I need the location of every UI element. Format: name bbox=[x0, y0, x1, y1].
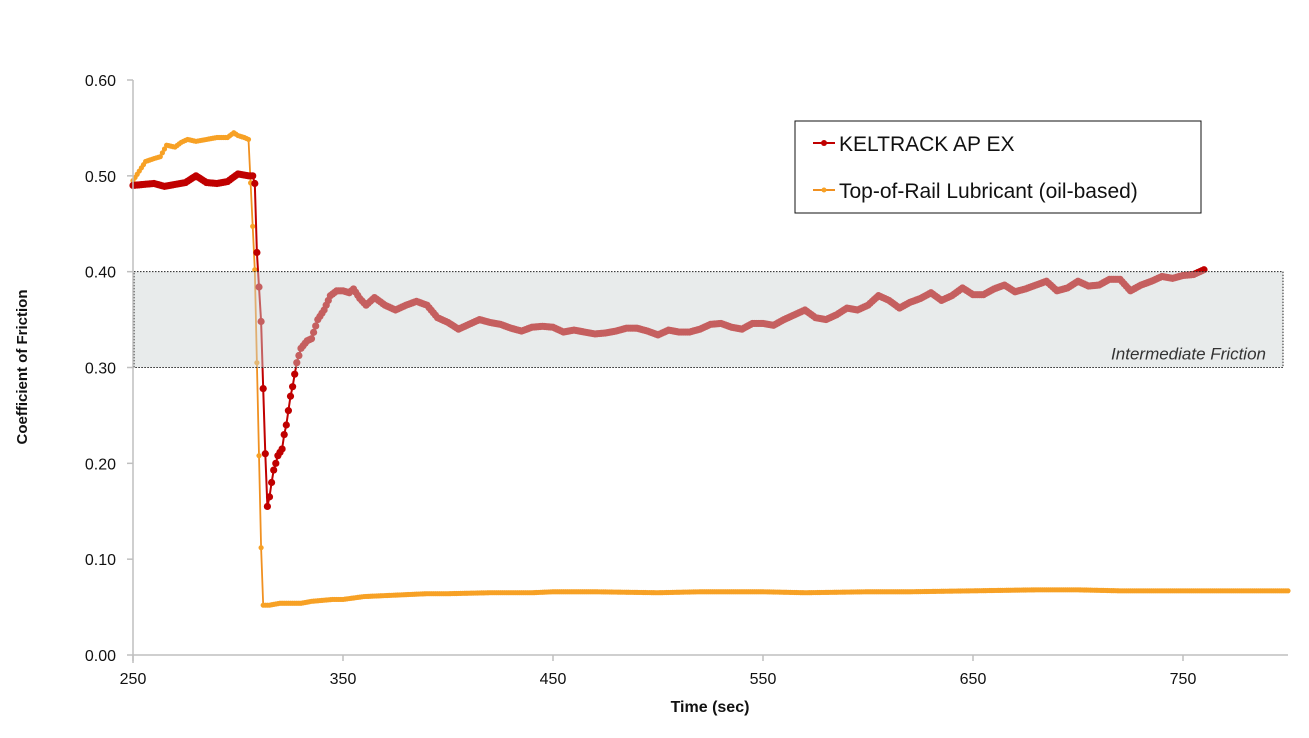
data-point bbox=[291, 370, 299, 378]
data-point bbox=[1285, 588, 1291, 594]
data-point bbox=[307, 335, 316, 343]
data-point bbox=[286, 392, 295, 400]
x-tick-label: 350 bbox=[330, 671, 357, 688]
data-point bbox=[252, 267, 258, 273]
data-point bbox=[257, 317, 265, 326]
data-point-trail bbox=[312, 322, 320, 330]
legend-marker-lubricant bbox=[821, 187, 827, 193]
legend-marker-keltrack bbox=[821, 140, 827, 146]
legend-label-lubricant: Top-of-Rail Lubricant (oil-based) bbox=[839, 180, 1138, 203]
data-point bbox=[251, 179, 259, 188]
x-tick-label: 750 bbox=[1170, 671, 1197, 688]
data-point bbox=[278, 445, 286, 453]
data-point bbox=[284, 407, 292, 415]
series-layer bbox=[129, 130, 1291, 608]
data-point-trail bbox=[161, 146, 168, 152]
x-tick-label: 450 bbox=[540, 671, 567, 688]
x-axis-label: Time (sec) bbox=[671, 699, 750, 716]
y-tick-label: 0.50 bbox=[85, 169, 116, 186]
x-tick-label: 250 bbox=[120, 671, 147, 688]
y-axis-label: Coefficient of Friction bbox=[14, 290, 31, 445]
y-tick-label: 0.10 bbox=[85, 552, 116, 569]
data-point bbox=[265, 493, 274, 501]
data-point bbox=[268, 478, 276, 487]
y-tick-label: 0.30 bbox=[85, 361, 116, 378]
legend-label-keltrack: KELTRACK AP EX bbox=[839, 133, 1014, 156]
data-point bbox=[261, 450, 269, 458]
data-point-trail bbox=[250, 223, 256, 229]
data-point bbox=[280, 430, 288, 439]
data-point bbox=[270, 466, 278, 474]
y-tick-label: 0.40 bbox=[85, 265, 116, 282]
data-point bbox=[293, 359, 301, 367]
x-tick-label: 550 bbox=[750, 671, 777, 688]
data-point-trail bbox=[295, 351, 303, 360]
legend-box bbox=[794, 120, 1202, 214]
data-point bbox=[256, 453, 262, 459]
data-point bbox=[282, 421, 290, 429]
ticks: 0.00 0.10 0.20 0.30 0.40 0.50 0.60 250 350 450 550… bbox=[85, 73, 1197, 688]
band-label: Intermediate Friction bbox=[1111, 345, 1266, 364]
y-tick-label: 0.20 bbox=[85, 456, 116, 473]
y-tick-label: 0.60 bbox=[85, 73, 116, 90]
data-point bbox=[245, 136, 252, 143]
intermediate-friction-band bbox=[133, 271, 1284, 368]
data-point bbox=[254, 360, 260, 366]
data-point bbox=[249, 172, 257, 180]
data-point-trail bbox=[255, 283, 263, 291]
data-point bbox=[289, 383, 297, 391]
data-point-trail bbox=[159, 150, 165, 156]
data-point bbox=[259, 384, 267, 393]
data-point bbox=[263, 502, 271, 511]
data-point bbox=[157, 154, 163, 160]
x-tick-label: 650 bbox=[960, 671, 987, 688]
data-point bbox=[253, 248, 261, 257]
y-tick-label: 0.00 bbox=[85, 648, 116, 665]
data-point bbox=[258, 545, 264, 551]
data-point-trail bbox=[310, 328, 318, 336]
data-point bbox=[272, 459, 280, 467]
series-0 bbox=[129, 170, 1208, 511]
legend: KELTRACK AP EX Top-of-Rail Lubricant (oi… bbox=[794, 120, 1202, 214]
series-1 bbox=[130, 130, 1291, 608]
